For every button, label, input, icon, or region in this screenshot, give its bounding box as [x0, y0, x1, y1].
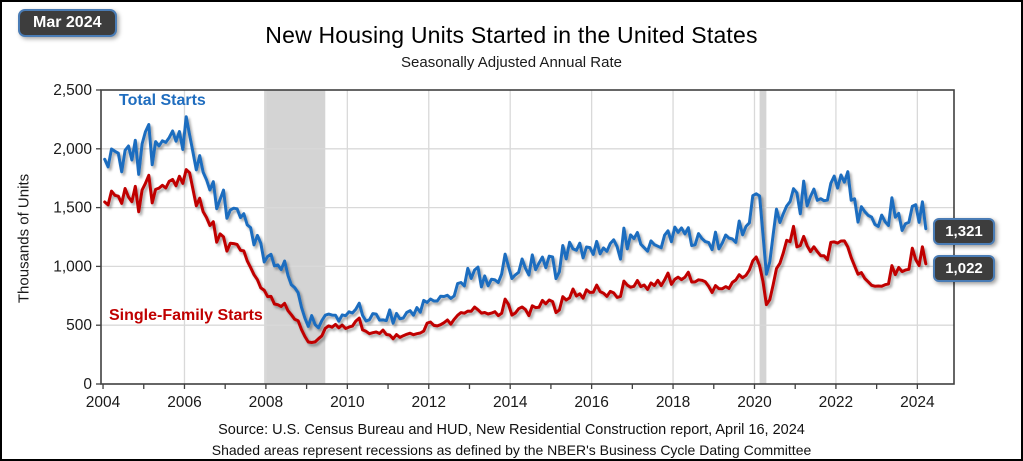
- x-tick-label: 2016: [574, 394, 608, 411]
- total-starts-line: [103, 115, 928, 330]
- chart-title: New Housing Units Started in the United …: [265, 22, 758, 48]
- source-note: Source: U.S. Census Bureau and HUD, New …: [218, 422, 805, 438]
- single-family-value-callout: 1,022: [933, 255, 995, 282]
- y-tick-label: 500: [66, 317, 92, 334]
- x-tick-label: 2004: [86, 394, 121, 411]
- x-tick-label: 2014: [493, 394, 528, 411]
- y-tick-label: 2,000: [53, 141, 92, 158]
- chart-plot-area: 2004 2006 2008 2010 2012 2014 2016 2018 2020 2022…: [53, 82, 955, 411]
- recession-note: Shaded areas represent recessions as def…: [211, 442, 812, 458]
- x-tick-label: 2022: [819, 394, 853, 411]
- x-tick-label: 2008: [249, 394, 283, 411]
- single-family-series-label: Single-Family Starts: [109, 307, 263, 324]
- x-tick-label: 2020: [737, 394, 772, 411]
- x-tick-label: 2024: [900, 394, 935, 411]
- x-tick-label: 2006: [167, 394, 201, 411]
- y-tick-label: 1,000: [53, 258, 92, 275]
- x-tick-label: 2012: [412, 394, 446, 411]
- plot-border: [100, 89, 955, 385]
- total-starts-series-label: Total Starts: [119, 92, 206, 109]
- single-family-starts-line: [103, 168, 928, 344]
- x-tick-label: 2010: [330, 394, 365, 411]
- chart-subtitle: Seasonally Adjusted Annual Rate: [401, 54, 622, 71]
- total-starts-value-callout: 1,321: [933, 218, 995, 245]
- date-badge: Mar 2024: [18, 9, 117, 37]
- x-tick-label: 2018: [656, 394, 690, 411]
- y-tick-label: 1,500: [53, 200, 92, 217]
- recession-band: [264, 90, 326, 384]
- y-tick-label: 2,500: [53, 82, 92, 99]
- y-tick-label: 0: [83, 376, 92, 393]
